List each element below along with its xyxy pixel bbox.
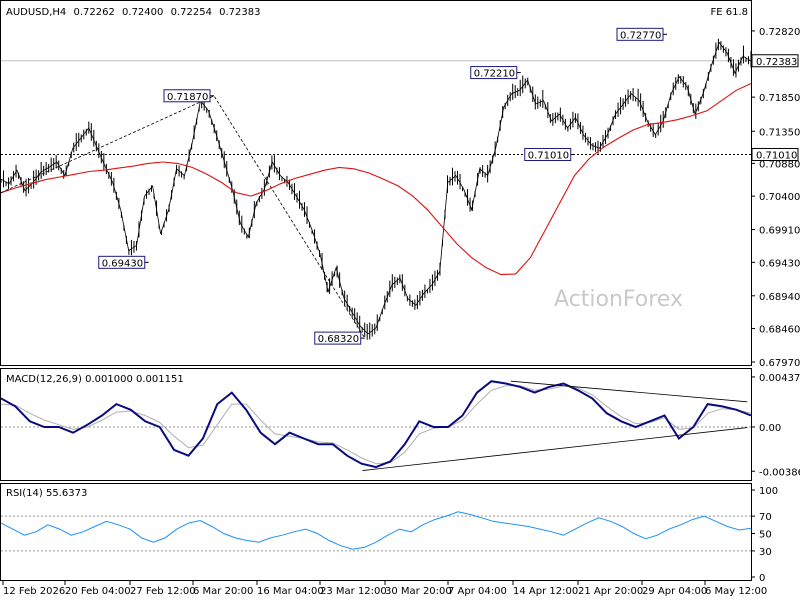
annotation-box — [98, 255, 146, 269]
price-annotation: 0.72210 — [470, 66, 521, 80]
price-tick-label: 0.70400 — [759, 192, 800, 203]
time-tick-label: 14 Apr 12:00 — [513, 586, 578, 597]
price-annotation: 0.69430 — [98, 255, 149, 269]
rsi-tick-label: 0 — [759, 573, 765, 584]
chart-symbol: AUDUSD,H4 — [6, 7, 66, 18]
rsi-label: RSI(14) 55.6373 — [6, 488, 87, 499]
macd-label: MACD(12,26,9) 0.001000 0.001151 — [6, 374, 184, 385]
time-tick-label: 21 Apr 20:00 — [578, 586, 643, 597]
time-tick-label: 20 Feb 04:00 — [65, 586, 131, 597]
chart-symbol-ohlc: AUDUSD,H4 0.72262 0.72400 0.72254 0.7238… — [6, 7, 260, 18]
annotation-box — [163, 89, 211, 103]
price-annotation: 0.71870 — [163, 89, 214, 103]
rsi-tick-label: 100 — [759, 486, 778, 497]
time-tick-label: 7 Apr 04:00 — [448, 586, 507, 597]
rsi-line — [0, 511, 752, 550]
annotation-label: 0.72210 — [474, 69, 515, 80]
time-tick-label: 6 May 12:00 — [705, 586, 767, 597]
time-tick-label: 12 Feb 2026 — [3, 586, 65, 597]
time-tick-label: 27 Feb 12:00 — [130, 586, 196, 597]
price-annotation: 0.72770 — [616, 27, 667, 41]
watermark: ActionForex — [554, 287, 683, 312]
annotation-label: 0.72770 — [620, 30, 661, 41]
price-tick-label: 0.68460 — [759, 325, 800, 336]
ohlc-close: 0.72383 — [219, 7, 260, 18]
annotation-label: 0.71010 — [528, 150, 569, 161]
price-tick-label: 0.71350 — [759, 127, 800, 138]
support-price-tag — [751, 147, 799, 161]
rsi-tick-label: 30 — [759, 547, 772, 558]
rsi-tick-label: 70 — [759, 512, 772, 523]
price-tick-label: 0.69430 — [759, 258, 800, 269]
rsi-tick-label: 50 — [759, 530, 772, 541]
price-tick-label: 0.68940 — [759, 292, 800, 303]
annotation-box — [524, 147, 572, 161]
current-price-tag — [751, 54, 799, 68]
annotation-box — [470, 66, 518, 80]
ohlc-open: 0.72262 — [73, 7, 114, 18]
price-tick-label: 0.69910 — [759, 226, 800, 237]
price-tick-label: 0.71850 — [759, 93, 800, 104]
annotation-label: 0.69430 — [102, 258, 143, 269]
macd-tick-label: 0.00 — [759, 423, 781, 434]
macd-signal-line — [0, 385, 752, 465]
time-tick-label: 30 Mar 20:00 — [385, 586, 452, 597]
price-annotation: 0.68320 — [314, 331, 365, 345]
ohlc-low: 0.72254 — [171, 7, 212, 18]
moving-average-line — [0, 83, 752, 276]
price-panel — [0, 0, 752, 366]
price-tick-label: 0.72820 — [759, 27, 800, 38]
annotation-box — [616, 27, 664, 41]
annotation-label: 0.71870 — [167, 92, 208, 103]
fib-label: FE 61.8 — [710, 7, 748, 18]
price-annotation: 0.71010 — [524, 147, 575, 161]
macd-trendline — [510, 380, 748, 403]
ohlc-high: 0.72400 — [122, 7, 163, 18]
price-line — [0, 41, 752, 335]
price-tick-label: 0.70880 — [759, 159, 800, 170]
support-price-label: 0.71010 — [756, 150, 797, 161]
macd-tick-label: -0.003861 — [759, 467, 800, 478]
rsi-panel — [0, 483, 752, 581]
current-price-label: 0.72383 — [756, 57, 797, 68]
macd-tick-label: 0.00437 — [759, 373, 800, 384]
macd-trendline — [362, 427, 748, 471]
price-tick-label: 0.67970 — [759, 358, 800, 369]
annotation-box — [314, 331, 362, 345]
macd-panel — [0, 368, 752, 481]
annotation-label: 0.68320 — [318, 334, 359, 345]
time-tick-label: 29 Apr 04:00 — [642, 586, 707, 597]
time-tick-label: 6 Mar 20:00 — [193, 586, 253, 597]
macd-main-line — [0, 380, 752, 469]
time-tick-label: 23 Mar 12:00 — [320, 586, 387, 597]
time-tick-label: 16 Mar 04:00 — [257, 586, 324, 597]
